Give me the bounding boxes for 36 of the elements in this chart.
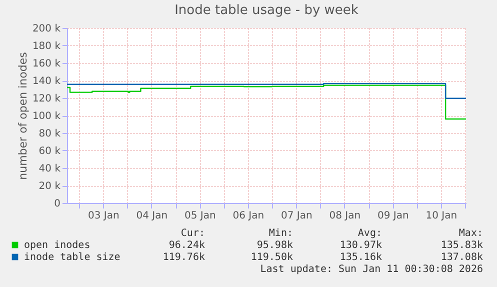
text: 135.16k bbox=[340, 252, 382, 263]
text: 119.50k bbox=[250, 252, 293, 263]
x-tick-label: 03 Jan bbox=[88, 210, 120, 222]
y-tick-label: 200 k bbox=[32, 24, 61, 34]
y-tick-label: 40 k bbox=[38, 164, 61, 174]
y-tick-label: 180 k bbox=[32, 41, 61, 52]
x-tick-label: 09 Jan bbox=[377, 210, 409, 222]
text: 119.76k bbox=[162, 252, 205, 263]
text: 95.98k bbox=[256, 240, 293, 251]
x-tick-label: 06 Jan bbox=[232, 210, 264, 222]
y-axis-title: number of open inodes bbox=[16, 52, 30, 180]
y-tick-label: 20 k bbox=[38, 181, 61, 192]
text: 137.08k bbox=[440, 252, 483, 263]
y-tick-label: 120 k bbox=[32, 94, 61, 104]
text: Avg: bbox=[358, 228, 382, 239]
y-tick-label: 160 k bbox=[32, 58, 61, 70]
x-tick-label: 07 Jan bbox=[280, 210, 312, 222]
text: 130.97k bbox=[340, 240, 382, 251]
text: Last update: Sun Jan 11 00:30:08 2026 bbox=[260, 264, 483, 275]
y-tick-label: 100 k bbox=[32, 111, 61, 122]
chart-title: Inode table usage - by week bbox=[174, 3, 359, 18]
text: 135.83k bbox=[440, 240, 483, 251]
x-tick-label: 05 Jan bbox=[184, 210, 216, 222]
text: Min: bbox=[268, 228, 293, 239]
text: 96.24k bbox=[168, 240, 205, 251]
x-tick-label: 08 Jan bbox=[329, 210, 361, 222]
text: Cur: bbox=[180, 228, 205, 239]
y-tick-label: 0 bbox=[54, 198, 60, 210]
x-tick-label: 10 Jan bbox=[426, 210, 458, 222]
x-tick-label: 04 Jan bbox=[136, 210, 168, 222]
legend-label: open inodes bbox=[24, 240, 90, 251]
legend-label: inode table size bbox=[24, 252, 120, 263]
y-tick-label: 140 k bbox=[32, 76, 61, 87]
text: Max: bbox=[458, 228, 483, 239]
y-tick-label: 80 k bbox=[38, 128, 61, 140]
y-tick-label: 60 k bbox=[38, 146, 61, 157]
